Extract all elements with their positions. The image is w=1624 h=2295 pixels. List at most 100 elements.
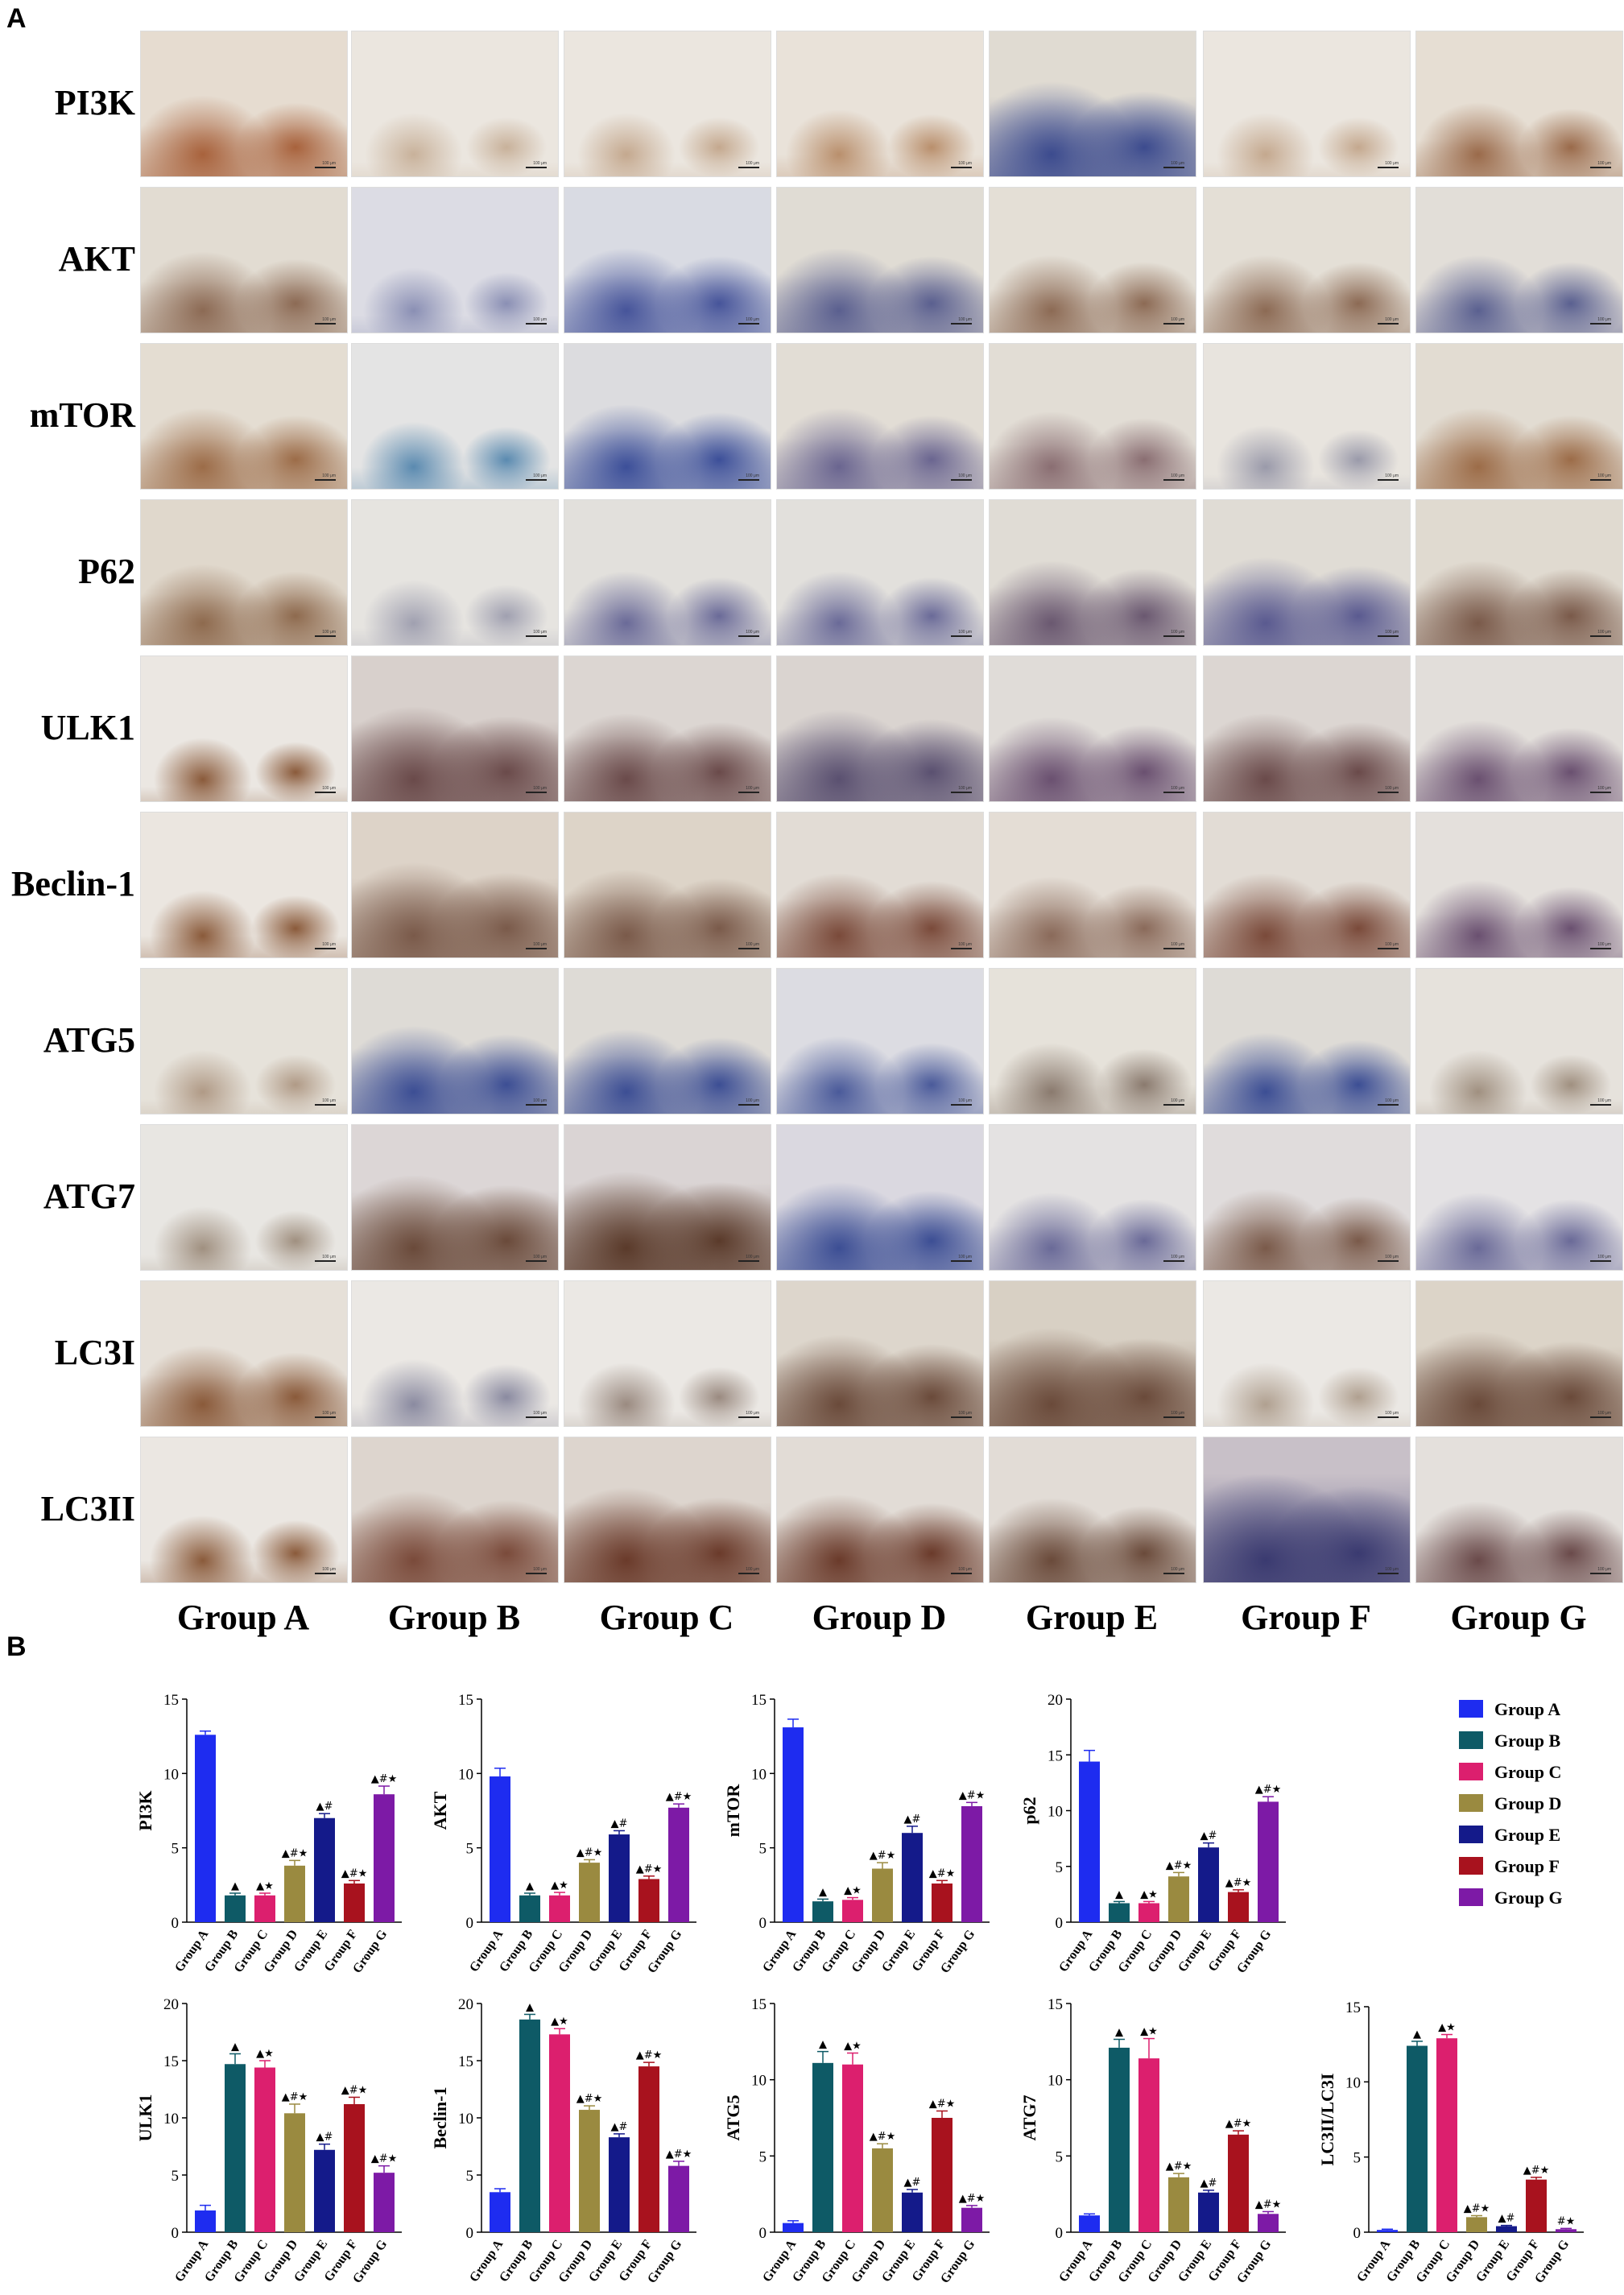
scale-bar [1163, 948, 1184, 949]
ihc-image-tile: 100 μm [776, 1124, 984, 1271]
scale-bar-label: 100 μm [533, 317, 547, 322]
scale-bar [315, 948, 336, 949]
scale-bar [1378, 1416, 1399, 1418]
column-label-group-f: Group F [1241, 1598, 1371, 1637]
scale-bar-label: 100 μm [322, 630, 336, 635]
scale-bar-label: 100 μm [958, 1411, 972, 1416]
scale-bar [315, 1573, 336, 1574]
scale-bar [1378, 479, 1399, 481]
ihc-image-tile: 100 μm [351, 1124, 559, 1271]
bar [1228, 2134, 1249, 2232]
bar [225, 1895, 246, 1922]
scale-bar-label: 100 μm [533, 1411, 547, 1416]
scale-bar [1378, 635, 1399, 637]
y-tick-label: 0 [1056, 1915, 1064, 1932]
significance-marker: ▲ [231, 1880, 239, 1892]
scale-bar [951, 479, 972, 481]
scale-bar [526, 1104, 547, 1106]
significance-marker: ▲ [526, 1880, 534, 1892]
scale-bar-label: 100 μm [746, 1567, 759, 1572]
bar [812, 1901, 833, 1922]
scale-bar-label: 100 μm [1385, 942, 1399, 947]
legend-label: Group D [1494, 1793, 1561, 1813]
scale-bar [951, 1573, 972, 1574]
significance-marker: ▲#★ [870, 2131, 896, 2143]
bar [284, 1865, 305, 1922]
scale-bar-label: 100 μm [958, 317, 972, 322]
scale-bar-label: 100 μm [1385, 786, 1399, 791]
scale-bar-label: 100 μm [533, 942, 547, 947]
scale-bar-label: 100 μm [1385, 1255, 1399, 1259]
bar [549, 1895, 570, 1922]
ihc-image-tile: 100 μm [776, 343, 984, 490]
bar [668, 1807, 689, 1922]
row-label-mtor: mTOR [29, 395, 135, 435]
bar [783, 1727, 804, 1922]
scale-bar [315, 323, 336, 325]
significance-marker: ▲#★ [959, 2193, 986, 2205]
ihc-image-tile: 100 μm [776, 812, 984, 958]
ihc-image-tile: 100 μm [1415, 968, 1623, 1114]
ihc-image-tile: 100 μm [351, 1280, 559, 1427]
scale-bar [315, 479, 336, 481]
row-label-pi3k: PI3K [54, 83, 135, 122]
ihc-image-tile: 100 μm [564, 1280, 771, 1427]
scale-bar-label: 100 μm [322, 1098, 336, 1103]
scale-bar [526, 948, 547, 949]
significance-marker: ▲# [316, 1801, 333, 1813]
y-axis-label: AKT [430, 1791, 450, 1830]
bar [1109, 1903, 1130, 1922]
scale-bar-label: 100 μm [958, 630, 972, 635]
scale-bar [1378, 1260, 1399, 1262]
bar [1138, 1903, 1159, 1922]
y-tick-label: 5 [171, 1841, 180, 1858]
y-tick-label: 10 [458, 2111, 473, 2128]
scale-bar-label: 100 μm [1597, 473, 1611, 478]
significance-marker: ▲#★ [282, 2091, 308, 2103]
ihc-image-tile: 100 μm [351, 31, 559, 177]
scale-bar [1163, 1416, 1184, 1418]
ihc-image-tile: 100 μm [989, 1280, 1196, 1427]
column-label-group-b: Group B [387, 1598, 521, 1637]
scale-bar-label: 100 μm [1171, 473, 1184, 478]
bar [872, 1868, 893, 1922]
bar [314, 1817, 335, 1922]
scale-bar [315, 167, 336, 168]
scale-bar-label: 100 μm [746, 1098, 759, 1103]
scale-bar [1590, 1573, 1611, 1574]
y-tick-label: 10 [163, 1766, 179, 1783]
scale-bar [951, 635, 972, 637]
row-label-atg7: ATG7 [43, 1176, 135, 1216]
bar [490, 2192, 510, 2232]
column-label-group-e: Group E [1025, 1598, 1159, 1637]
scale-bar [526, 792, 547, 793]
bar [783, 2223, 804, 2232]
legend-label: Group E [1494, 1825, 1560, 1845]
scale-bar [526, 323, 547, 325]
significance-marker: ▲#★ [636, 1863, 663, 1875]
scale-bar [1378, 167, 1399, 168]
significance-marker: ▲ [819, 1886, 827, 1898]
row-label-akt: AKT [58, 239, 135, 279]
scale-bar [1163, 1260, 1184, 1262]
scale-bar [951, 792, 972, 793]
bar [872, 2148, 893, 2232]
ihc-image-tile: 100 μm [351, 499, 559, 646]
scale-bar-label: 100 μm [1171, 630, 1184, 635]
significance-marker: ▲#★ [341, 2084, 368, 2096]
y-axis-label: PI3K [135, 1790, 155, 1830]
bar [1168, 2177, 1189, 2232]
scale-bar [951, 167, 972, 168]
significance-marker: ▲# [611, 1817, 628, 1830]
bar [254, 2067, 275, 2232]
legend-label: Group F [1494, 1856, 1560, 1876]
bar [1407, 2045, 1428, 2232]
scale-bar [738, 635, 759, 637]
ihc-image-tile: 100 μm [1203, 31, 1411, 177]
y-tick-label: 15 [751, 1692, 767, 1709]
ihc-image-tile: 100 μm [1415, 343, 1623, 490]
ihc-image-tile: 100 μm [140, 499, 348, 646]
scale-bar-label: 100 μm [322, 317, 336, 322]
bar [1198, 1847, 1219, 1922]
significance-marker: ▲# [316, 2132, 333, 2144]
